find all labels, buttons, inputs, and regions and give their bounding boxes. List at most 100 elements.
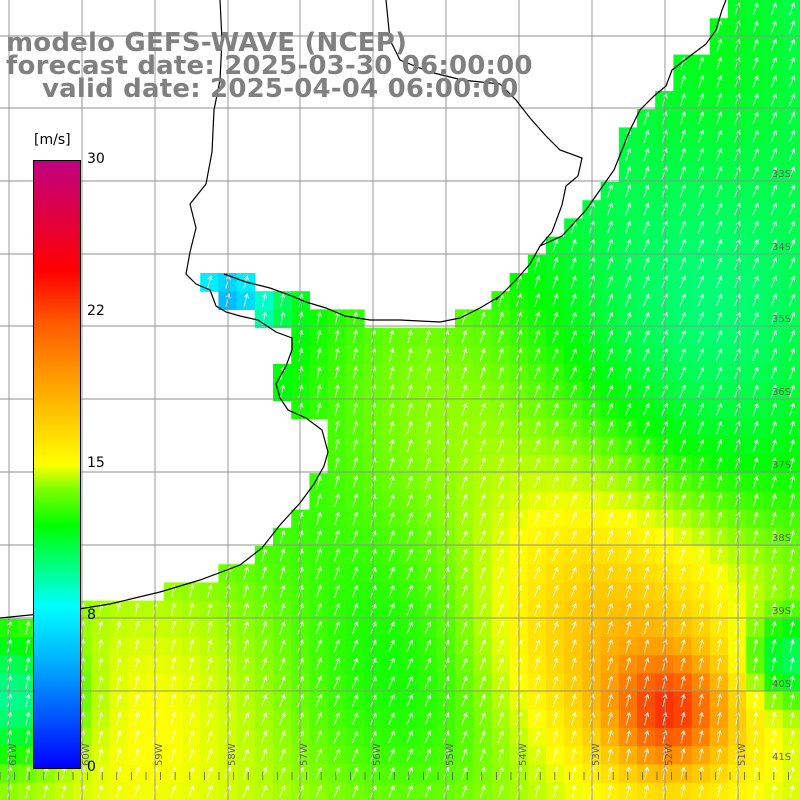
wind-arrow	[188, 675, 195, 689]
wind-arrow	[789, 675, 795, 689]
wind-arrow	[570, 293, 577, 307]
wind-arrow	[661, 566, 668, 580]
wind-arrow	[497, 621, 504, 635]
wind-arrow	[461, 439, 468, 453]
wind-arrow	[406, 784, 413, 798]
wind-arrow	[552, 402, 559, 416]
wind-arrow	[752, 275, 759, 289]
wind-arrow	[734, 439, 741, 453]
wind-arrow	[770, 129, 777, 143]
wind-arrow	[479, 712, 486, 726]
wind-arrow	[552, 420, 559, 434]
wind-arrow	[353, 311, 358, 325]
wind-arrow	[424, 784, 432, 798]
wind-arrow	[606, 293, 614, 307]
wind-arrow	[316, 475, 322, 489]
wind-arrow	[771, 620, 777, 635]
wind-arrow	[479, 329, 486, 344]
wind-arrow	[406, 657, 413, 671]
wind-arrow	[697, 147, 705, 161]
wind-arrow	[352, 493, 359, 507]
wind-arrow	[679, 220, 686, 234]
wind-arrow	[770, 239, 777, 252]
wind-arrow	[697, 348, 705, 362]
wind-arrow	[734, 184, 741, 198]
wind-arrow	[770, 257, 777, 271]
wind-arrow	[661, 548, 668, 562]
wind-arrow	[753, 729, 759, 744]
wind-arrow	[479, 530, 486, 543]
wind-arrow	[98, 620, 104, 635]
wind-arrow	[552, 493, 559, 507]
wind-arrow	[407, 347, 413, 362]
wind-arrow	[770, 384, 777, 398]
longitude-labels: 61W 60W 59W 58W 57W 56W 55W 54W 53W 52W 51W	[8, 743, 748, 766]
wind-arrow	[607, 657, 613, 671]
wind-arrow	[461, 712, 468, 726]
wind-arrow	[753, 693, 759, 708]
wind-arrow	[279, 693, 286, 707]
wind-arrow	[789, 547, 795, 562]
wind-arrow	[389, 366, 395, 380]
wind-arrow	[461, 693, 468, 707]
wind-arrow	[534, 621, 541, 635]
wind-arrow	[388, 730, 395, 744]
colorbar-label-0: 0	[87, 759, 96, 775]
wind-arrow	[570, 548, 577, 562]
wind-arrow	[479, 675, 486, 689]
wind-arrow	[680, 93, 686, 107]
wind-arrow	[680, 548, 686, 562]
wind-arrow	[315, 621, 322, 635]
wind-arrow	[497, 512, 504, 525]
wind-arrow	[261, 748, 268, 762]
wind-arrow	[552, 457, 559, 471]
wind-arrow	[170, 784, 177, 798]
wind-arrow	[625, 675, 632, 689]
wind-arrow	[752, 184, 759, 198]
wind-arrow	[643, 293, 650, 307]
wind-arrow	[479, 584, 486, 598]
wind-arrow	[679, 348, 686, 361]
wind-arrow	[189, 602, 195, 617]
wind-arrow	[243, 693, 249, 707]
wind-arrow	[116, 657, 122, 671]
lat-label: 33S	[772, 169, 791, 180]
wind-arrow	[789, 348, 795, 362]
wind-arrow	[243, 712, 250, 726]
wind-arrow	[497, 548, 504, 562]
wind-arrow	[717, 638, 722, 653]
colorbar-gradient	[33, 160, 81, 769]
wind-arrow	[533, 530, 541, 543]
wind-arrow	[388, 511, 395, 525]
wind-arrow	[625, 548, 632, 562]
wind-arrow	[716, 620, 722, 635]
wind-arrow	[734, 129, 741, 143]
lon-label: 51W	[737, 743, 748, 766]
wind-arrow	[389, 420, 395, 435]
wind-arrow	[461, 347, 468, 362]
wind-arrow	[116, 620, 122, 635]
wind-arrow	[388, 784, 395, 798]
wind-arrow	[679, 384, 686, 398]
wind-arrow	[680, 602, 686, 617]
wind-arrow	[388, 438, 395, 453]
wind-arrow	[752, 20, 759, 34]
wind-arrow	[534, 293, 541, 307]
wind-arrow	[716, 711, 722, 726]
wind-arrow	[643, 147, 650, 162]
wind-arrow	[771, 493, 777, 507]
wind-arrow	[607, 202, 613, 216]
wind-arrow	[570, 602, 577, 616]
wind-arrow	[170, 711, 177, 726]
wind-arrow	[624, 329, 632, 343]
wind-arrow	[534, 766, 541, 780]
wind-arrow	[225, 639, 231, 653]
wind-arrow	[716, 384, 723, 398]
wind-arrow	[753, 766, 759, 780]
lat-label: 39S	[772, 606, 791, 617]
wind-arrow	[389, 384, 395, 398]
wind-arrow	[679, 420, 686, 434]
wind-arrow	[170, 748, 177, 762]
wind-arrow	[25, 657, 31, 671]
wind-arrow	[679, 293, 686, 307]
